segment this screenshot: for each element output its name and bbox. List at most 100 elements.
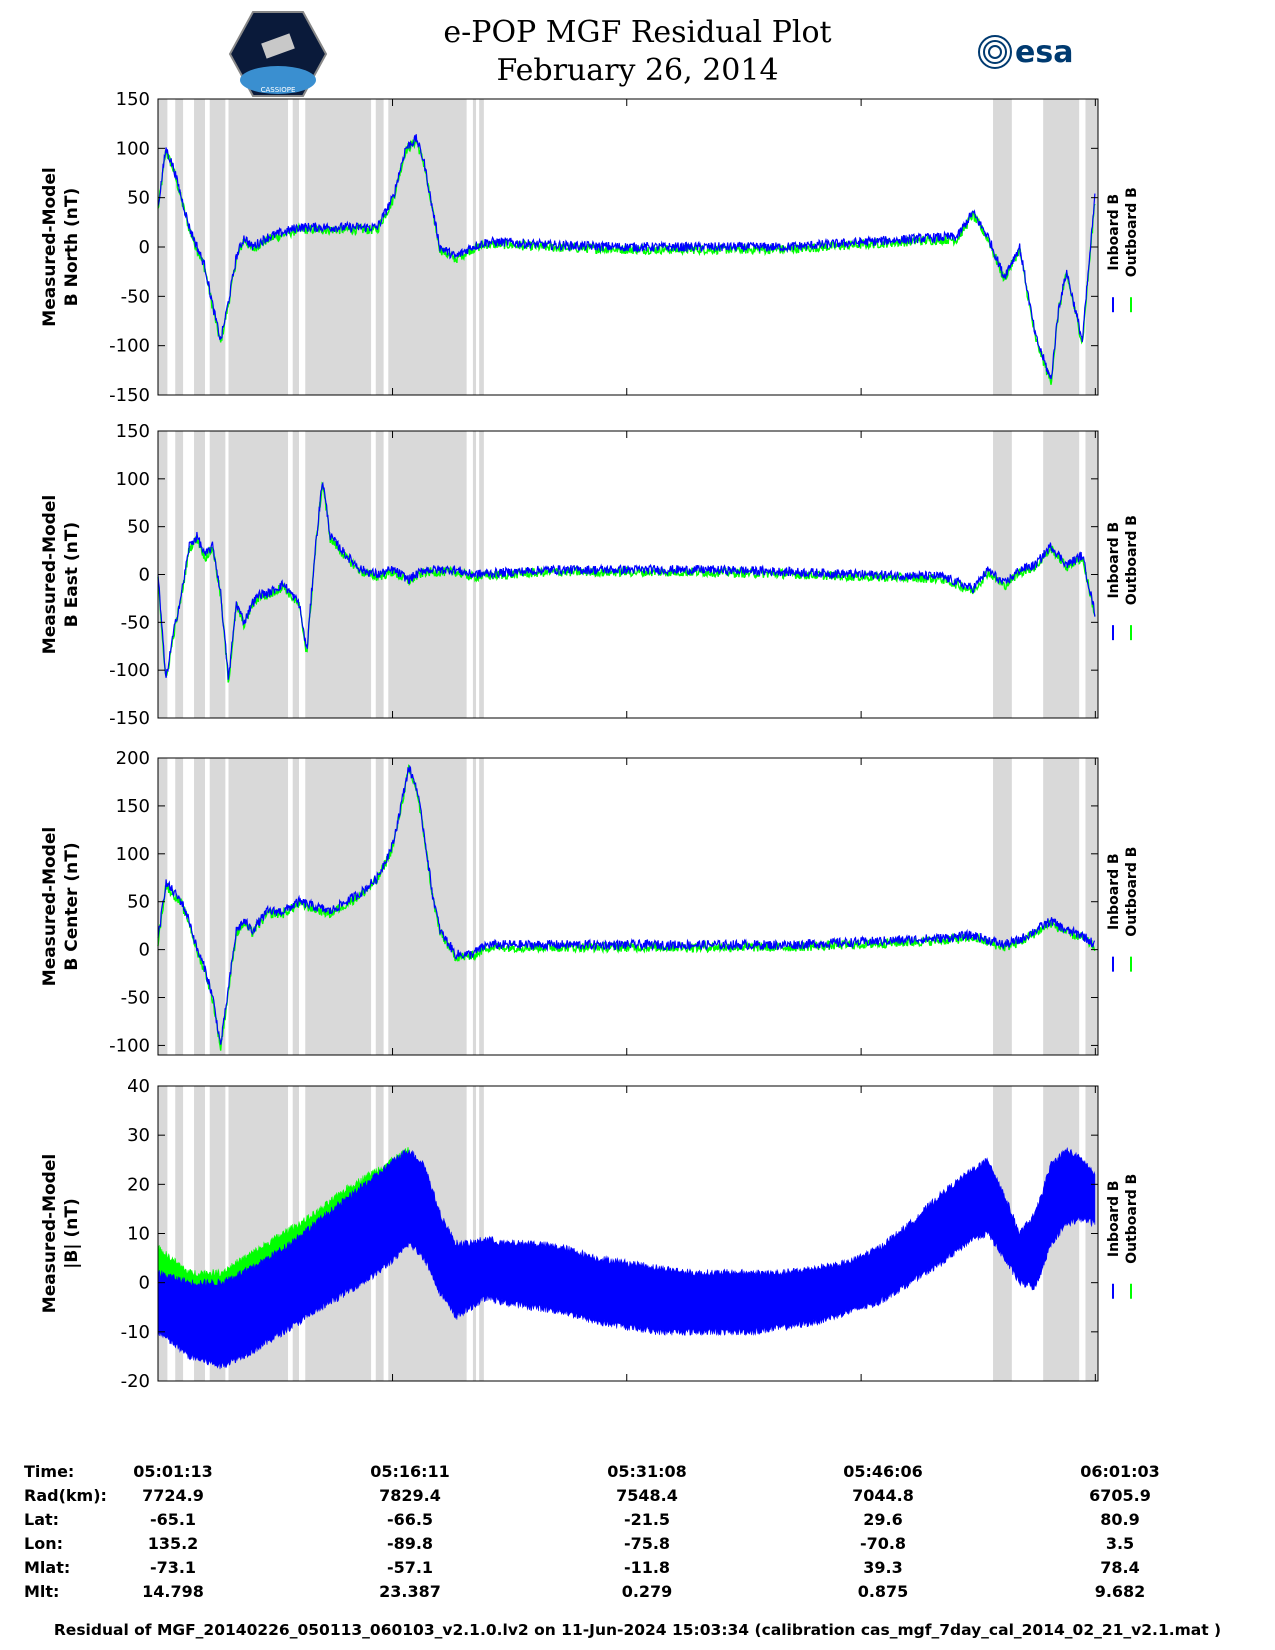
mlat-label: Mlat:: [24, 1558, 71, 1577]
mlat-value: 39.3: [863, 1558, 903, 1577]
legend-label: Inboard B: [1106, 853, 1122, 930]
y-axis-label: Measured-Model: [40, 167, 60, 326]
time-value: 05:31:08: [607, 1462, 687, 1481]
inboard-series-line: [157, 134, 1096, 380]
time-value: 05:46:06: [843, 1462, 923, 1481]
shaded-interval: [228, 758, 289, 1055]
chart-panel: -150 -100 -50 0 50 100 150 Measured-Model B East…: [40, 421, 1140, 729]
mlt-row: Mlt: 14.798 23.387 0.279 0.875 9.682: [0, 1582, 1275, 1606]
shaded-interval: [375, 758, 384, 1055]
shaded-interval: [472, 1086, 477, 1381]
rad-label: Rad(km):: [24, 1486, 107, 1505]
page-subtitle: February 26, 2014: [496, 53, 779, 88]
logo-satellite: [261, 33, 295, 59]
page-title: e-POP MGF Residual Plot: [443, 15, 832, 50]
y-tick-label: -150: [109, 708, 150, 729]
time-value: 05:01:13: [133, 1462, 213, 1481]
rad-value: 7548.4: [616, 1486, 678, 1505]
shaded-interval: [175, 431, 184, 718]
logo-text: CASSIOPE: [261, 86, 296, 94]
chart-panel: -20 -10 0 10 20 30 40 Measured-Model |B| (nT) Inb…: [40, 1076, 1140, 1392]
shaded-interval: [209, 758, 226, 1055]
y-tick-label: 10: [127, 1224, 150, 1245]
shaded-interval: [375, 99, 384, 395]
shaded-interval: [1043, 431, 1080, 718]
shaded-interval: [993, 431, 1012, 718]
mlat-row: Mlat: -73.1 -57.1 -11.8 39.3 78.4: [0, 1558, 1275, 1582]
shaded-interval: [472, 758, 477, 1055]
inboard-series-band: [157, 1147, 1096, 1370]
y-tick-label: -100: [109, 660, 150, 681]
plot-frame: [157, 757, 1099, 1056]
lat-value: -66.5: [386, 1510, 434, 1529]
legend-label: Outboard B: [1124, 1174, 1140, 1264]
y-axis-label: Measured-Model: [40, 495, 60, 654]
lon-value: -89.8: [386, 1534, 434, 1553]
y-tick-label: -50: [121, 612, 150, 633]
y-tick-label: 0: [139, 237, 150, 258]
lon-value: 135.2: [147, 1534, 199, 1553]
shaded-interval: [175, 758, 184, 1055]
cassiope-logo: CASSIOPE: [228, 11, 328, 97]
shaded-interval: [1043, 758, 1080, 1055]
rad-value: 7724.9: [142, 1486, 204, 1505]
shaded-interval: [1085, 758, 1098, 1055]
y-axis-label: B North (nT): [62, 188, 82, 307]
lon-value: -70.8: [859, 1534, 907, 1553]
footer-caption: Residual of MGF_20140226_050113_060103_v…: [53, 1621, 1222, 1639]
y-tick-label: 100: [116, 138, 150, 159]
lon-value: 3.5: [1105, 1534, 1135, 1553]
shaded-interval: [194, 99, 205, 395]
legend-label: Outboard B: [1124, 187, 1140, 277]
shaded-interval: [292, 431, 299, 718]
lat-label: Lat:: [24, 1510, 60, 1529]
y-tick-label: 50: [127, 188, 150, 209]
time-value: 06:01:03: [1080, 1462, 1160, 1481]
lat-value: -21.5: [623, 1510, 671, 1529]
y-tick-label: -20: [121, 1371, 150, 1392]
legend-label: Inboard B: [1106, 1180, 1122, 1257]
shaded-interval: [194, 758, 205, 1055]
shaded-interval: [993, 758, 1012, 1055]
y-tick-label: 100: [116, 844, 150, 865]
inboard-series-line: [157, 481, 1096, 680]
y-tick-label: 0: [139, 940, 150, 961]
shaded-interval: [209, 99, 226, 395]
mlat-value: -11.8: [623, 1558, 671, 1577]
y-tick-label: -100: [109, 336, 150, 357]
mlt-value: 14.798: [142, 1582, 204, 1601]
esa-logo: esa: [978, 35, 1073, 70]
lat-value: 80.9: [1100, 1510, 1140, 1529]
legend-label: Outboard B: [1124, 515, 1140, 605]
mlat-value: -57.1: [386, 1558, 434, 1577]
mlt-value: 9.682: [1094, 1582, 1146, 1601]
y-tick-label: -50: [121, 988, 150, 1009]
y-tick-label: 150: [116, 796, 150, 817]
y-axis-label: B East (nT): [62, 522, 82, 627]
y-tick-label: 30: [127, 1125, 150, 1146]
y-tick-label: 150: [116, 421, 150, 442]
y-axis-label: Measured-Model: [40, 1154, 60, 1313]
y-tick-label: 50: [127, 517, 150, 538]
mlt-value: 0.875: [857, 1582, 909, 1601]
inboard-series-line: [157, 764, 1095, 1045]
shaded-interval: [479, 1086, 484, 1381]
logo-earth: [240, 66, 316, 94]
y-tick-label: 200: [116, 748, 150, 769]
lat-value: 29.6: [863, 1510, 903, 1529]
esa-logo-text: esa: [1015, 35, 1073, 70]
rad-row: Rad(km): 7724.9 7829.4 7548.4 7044.8 670…: [0, 1486, 1275, 1510]
legend-label: Inboard B: [1106, 194, 1122, 271]
rad-value: 7829.4: [379, 1486, 441, 1505]
chart-panel: -150 -100 -50 0 50 100 150 Measured-Model B Nort…: [40, 89, 1140, 406]
y-tick-label: -10: [121, 1322, 150, 1343]
legend-label: Inboard B: [1106, 522, 1122, 599]
mlt-label: Mlt:: [24, 1582, 60, 1601]
time-label: Time:: [24, 1462, 75, 1481]
lon-label: Lon:: [24, 1534, 63, 1553]
y-tick-label: -150: [109, 385, 150, 406]
shaded-interval: [1043, 99, 1080, 395]
legend-label: Outboard B: [1124, 847, 1140, 937]
time-row: Time: 05:01:13 05:16:11 05:31:08 05:46:0…: [0, 1462, 1275, 1486]
shaded-interval: [194, 1086, 205, 1381]
